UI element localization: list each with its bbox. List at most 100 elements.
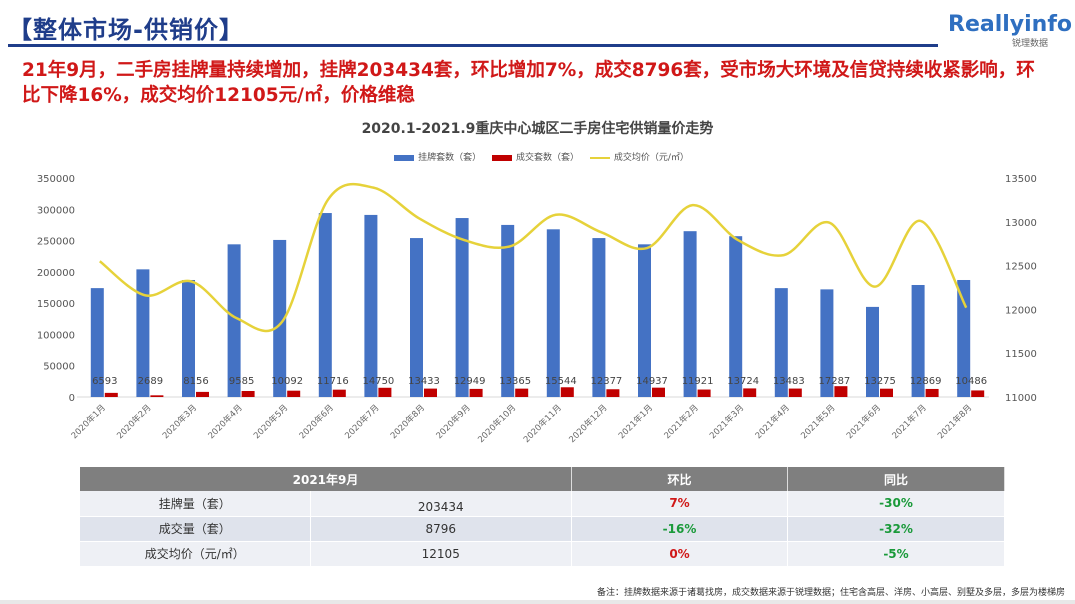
x-tick-label: 2021年7月 — [890, 402, 929, 441]
x-tick-label: 2020年1月 — [69, 402, 108, 441]
right-tick-label: 13000 — [1005, 218, 1037, 229]
deals-data-label: 12869 — [910, 376, 942, 387]
left-tick-label: 200000 — [37, 268, 75, 279]
deals-data-label: 12377 — [590, 376, 622, 387]
deals-data-label: 13365 — [499, 376, 531, 387]
x-tick-label: 2020年7月 — [343, 402, 382, 441]
legend-swatch-price — [589, 156, 610, 159]
row-value: 8796 — [310, 516, 572, 542]
table-row: 成交均价（元/㎡） 12105 0% -5% — [80, 541, 1005, 567]
row-mom: 7% — [571, 491, 788, 517]
bar-listing — [729, 236, 743, 397]
x-tick-label: 2020年2月 — [115, 402, 154, 441]
right-tick-label: 11500 — [1005, 349, 1037, 360]
logo: Reallyinfo 锐理数据 — [948, 12, 1073, 52]
bar-listing — [455, 218, 469, 397]
summary-text: 21年9月，二手房挂牌量持续增加，挂牌203434套，环比增加7%，成交8796… — [22, 60, 1035, 106]
deals-data-label: 15544 — [545, 376, 577, 387]
bar-listing — [638, 244, 651, 397]
bar-listing — [546, 229, 560, 397]
right-tick-label: 11000 — [1005, 393, 1037, 404]
row-value: 12105 — [310, 541, 572, 567]
bottom-bar — [0, 600, 1075, 604]
row-yoy: -32% — [787, 516, 1005, 542]
bar-listing — [683, 231, 697, 397]
legend-swatch-deals — [491, 154, 512, 161]
left-tick-label: 100000 — [37, 330, 75, 341]
deals-data-label: 11921 — [682, 376, 714, 387]
deals-data-label: 9585 — [229, 376, 254, 387]
x-tick-label: 2021年6月 — [844, 402, 883, 441]
bar-deals — [287, 390, 301, 397]
deals-data-label: 8156 — [183, 376, 208, 387]
row-yoy: -30% — [787, 491, 1005, 517]
deals-data-label: 17287 — [818, 376, 850, 387]
right-tick-label: 13500 — [1005, 174, 1037, 185]
bar-listing — [273, 239, 287, 397]
legend-label-listing: 挂牌套数（套） — [418, 153, 482, 163]
summary-table: 2021年9月 环比 同比 挂牌量（套） 203434 7% -30% 成交量（套） 879… — [80, 467, 1005, 567]
bar-deals — [925, 388, 939, 397]
logo-text: Reallyinfo — [948, 12, 1073, 37]
left-tick-label: 350000 — [37, 174, 75, 185]
bar-listing — [866, 306, 879, 397]
deals-data-label: 13275 — [864, 376, 896, 387]
deals-data-label: 6593 — [92, 376, 117, 387]
deals-data-label: 13483 — [773, 376, 805, 387]
bar-deals — [196, 391, 209, 397]
bar-listing — [774, 288, 788, 397]
legend-swatch-listing — [394, 154, 415, 161]
bar-deals — [150, 395, 164, 397]
bar-listing — [318, 213, 332, 397]
bar-deals — [834, 386, 848, 397]
bar-listing — [410, 238, 423, 397]
left-tick-label: 0 — [69, 393, 75, 404]
deals-data-label: 11716 — [317, 376, 349, 387]
chart-legend: 挂牌套数（套） 成交套数（套） 成交均价（元/㎡） — [0, 150, 1075, 163]
bar-listing — [501, 224, 515, 397]
bar-deals — [104, 392, 118, 397]
bar-deals — [332, 389, 346, 397]
bar-listing — [364, 214, 378, 397]
bar-deals — [515, 388, 529, 397]
bar-deals — [378, 387, 392, 397]
deals-data-label: 10092 — [271, 376, 303, 387]
row-label: 成交均价（元/㎡） — [80, 541, 311, 567]
bar-listing — [182, 279, 195, 397]
bar-listing — [911, 284, 925, 397]
bar-deals — [241, 391, 255, 397]
table-header-yoy: 同比 — [787, 467, 1005, 491]
price-line — [99, 182, 968, 333]
left-tick-label: 150000 — [37, 299, 75, 310]
deals-data-label: 12949 — [454, 376, 486, 387]
deals-data-label: 10486 — [955, 376, 987, 387]
footnote: 备注：挂牌数据来源于诸葛找房，成交数据来源于锐理数据；住宅含高层、洋房、小高层、… — [596, 588, 1065, 598]
row-mom: 0% — [571, 541, 788, 567]
x-tick-label: 2020年10月 — [476, 402, 519, 445]
left-tick-label: 300000 — [37, 205, 75, 216]
row-label: 挂牌量（套） — [80, 491, 311, 517]
legend-label-deals: 成交套数（套） — [515, 153, 579, 163]
deals-data-label: 13724 — [727, 376, 759, 387]
bar-deals — [971, 390, 985, 397]
chart: 0 50000 100000 150000 200000 250000 300000 3500… — [37, 174, 1037, 445]
x-tick-label: 2021年4月 — [753, 402, 792, 441]
bar-deals — [469, 388, 483, 397]
deals-data-label: 14750 — [362, 376, 394, 387]
x-tick-label: 2021年3月 — [707, 402, 746, 441]
x-tick-label: 2020年6月 — [297, 402, 336, 441]
title-underline — [8, 44, 938, 47]
x-tick-label: 2020年4月 — [206, 402, 245, 441]
bar-deals — [788, 388, 802, 397]
legend-label-price: 成交均价（元/㎡） — [613, 153, 689, 163]
left-tick-label: 50000 — [43, 362, 75, 373]
bar-deals — [652, 387, 665, 397]
x-tick-label: 2020年5月 — [251, 402, 290, 441]
x-tick-label: 2020年9月 — [434, 402, 473, 441]
row-mom: -16% — [571, 516, 788, 542]
x-tick-label: 2020年8月 — [388, 402, 427, 441]
bar-listing — [957, 279, 971, 397]
right-tick-label: 12500 — [1005, 262, 1037, 273]
table-header-mom: 环比 — [571, 467, 788, 491]
bar-deals — [697, 389, 711, 397]
